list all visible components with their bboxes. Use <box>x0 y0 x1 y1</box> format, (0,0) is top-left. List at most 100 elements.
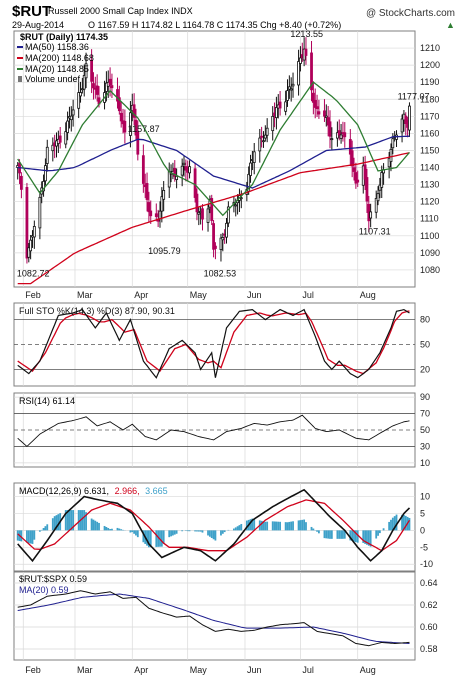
macd-histogram-bar <box>342 530 344 538</box>
macd-histogram-bar <box>137 530 139 537</box>
macd-histogram-bar <box>274 521 276 530</box>
candle-body <box>44 166 46 181</box>
candle-body <box>366 177 368 201</box>
macd-histogram-bar <box>327 530 329 538</box>
macd-legend-signal: 2.966, <box>115 486 140 496</box>
macd-histogram-bar <box>83 510 85 530</box>
candle-body <box>163 190 165 199</box>
macd-histogram-bar <box>329 530 331 538</box>
symbol-title: $RUT <box>12 3 51 20</box>
macd-histogram-bar <box>388 522 390 530</box>
price-y-tick-label: 1210 <box>420 43 440 53</box>
rsi-y-tick-label: 70 <box>420 409 430 419</box>
x-tick-label-bottom: Mar <box>77 665 93 675</box>
candle-body <box>316 107 318 109</box>
macd-histogram-bar <box>52 518 54 530</box>
macd-histogram-bar <box>264 522 266 531</box>
candle-body <box>183 163 185 164</box>
quote-date: 29-Aug-2014 <box>12 20 64 30</box>
macd-histogram-bar <box>17 530 19 540</box>
ratio-panel <box>14 572 415 660</box>
index-name: Russell 2000 Small Cap Index INDX <box>48 6 193 16</box>
candle-body <box>137 132 139 154</box>
candle-body <box>292 84 294 86</box>
macd-histogram-bar <box>290 522 292 531</box>
candle-body <box>318 112 320 114</box>
candle-body <box>96 86 98 95</box>
macd-legend-hist: 3.665 <box>145 486 168 496</box>
macd-histogram-bar <box>300 520 302 530</box>
macd-histogram-bar <box>172 530 174 535</box>
macd-histogram-bar <box>311 527 313 530</box>
macd-histogram-bar <box>224 530 226 532</box>
candle-body <box>235 205 237 206</box>
rsi-legend: RSI(14) 61.14 <box>19 396 75 406</box>
macd-histogram-bar <box>301 520 303 531</box>
macd-histogram-bar <box>211 530 213 538</box>
macd-histogram-bar <box>375 530 377 538</box>
candle-body <box>201 209 203 219</box>
price-annotation: 1213.55 <box>290 29 323 39</box>
macd-histogram-bar <box>120 529 122 530</box>
sto-y-tick-label: 80 <box>420 315 430 325</box>
macd-histogram-bar <box>43 528 45 530</box>
candle-body <box>240 198 242 199</box>
candle-body <box>331 139 333 140</box>
candle-body <box>364 165 366 179</box>
x-tick-label-bottom: May <box>190 665 208 675</box>
candle-body <box>253 152 255 163</box>
macd-histogram-bar <box>30 530 32 543</box>
candle-body <box>290 89 292 90</box>
candle-body <box>67 121 69 132</box>
candle-body <box>401 119 403 132</box>
candle-body <box>222 237 224 239</box>
macd-histogram-bar <box>316 530 318 531</box>
macd-histogram-bar <box>174 530 176 534</box>
candle-body <box>148 202 150 211</box>
candle-body <box>279 102 281 108</box>
candle-body <box>142 156 144 184</box>
macd-histogram-bar <box>155 530 157 547</box>
candle-body <box>20 176 22 189</box>
macd-histogram-bar <box>196 530 198 531</box>
rsi-y-tick-label: 10 <box>420 458 430 468</box>
x-tick-label-bottom: Jul <box>302 665 314 675</box>
price-y-tick-label: 1150 <box>420 145 439 155</box>
macd-histogram-bar <box>318 530 320 533</box>
volume-swatch <box>18 76 22 82</box>
price-y-tick-label: 1180 <box>420 94 439 104</box>
x-tick-label-top: Apr <box>134 290 148 300</box>
candle-body <box>181 166 183 175</box>
legend-volume-label: Volume undef <box>25 74 81 84</box>
macd-histogram-bar <box>340 530 342 538</box>
macd-histogram-bar <box>303 520 305 531</box>
candle-body <box>357 180 359 182</box>
price-y-tick-label: 1100 <box>420 231 439 241</box>
macd-histogram-bar <box>170 530 172 536</box>
candle-body <box>196 194 198 212</box>
macd-histogram-bar <box>207 530 209 535</box>
macd-histogram-bar <box>209 530 211 536</box>
macd-histogram-bar <box>198 530 200 531</box>
macd-histogram-bar <box>377 530 379 535</box>
sto-y-tick-label: 50 <box>420 340 430 350</box>
macd-histogram-bar <box>305 522 307 530</box>
price-y-tick-label: 1140 <box>420 163 439 173</box>
macd-histogram-bar <box>379 530 381 533</box>
rsi-y-tick-label: 90 <box>420 392 430 402</box>
macd-histogram-bar <box>200 530 202 531</box>
candle-body <box>392 139 394 148</box>
macd-histogram-bar <box>45 526 47 530</box>
candle-body <box>214 246 216 248</box>
macd-histogram-bar <box>189 530 191 531</box>
macd-histogram-bar <box>331 530 333 538</box>
candle-body <box>338 131 340 135</box>
macd-histogram-bar <box>336 530 338 538</box>
candle-body <box>120 113 122 121</box>
candle-body <box>329 122 331 136</box>
macd-histogram-bar <box>390 520 392 531</box>
x-tick-label-bottom: Aug <box>360 665 376 675</box>
candle-body <box>286 91 288 101</box>
ratio-legend-ma: MA(20) 0.59 <box>19 585 69 595</box>
